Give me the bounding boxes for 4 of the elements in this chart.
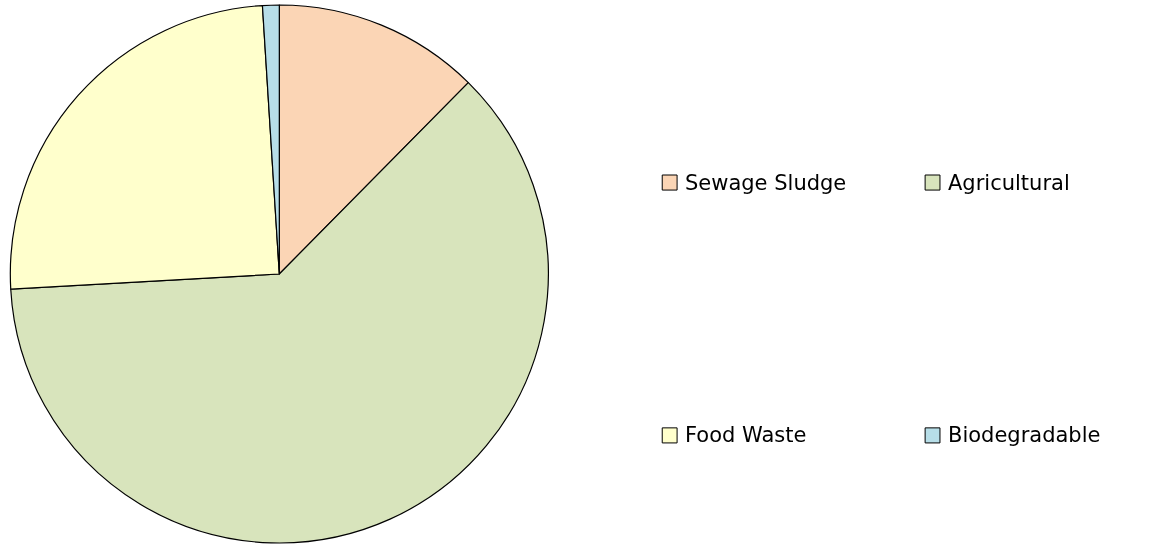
legend-label: Food Waste bbox=[685, 423, 807, 447]
legend-label: Biodegradable bbox=[948, 423, 1101, 447]
legend-label: Agricultural bbox=[948, 171, 1070, 195]
legend-label: Sewage Sludge bbox=[685, 171, 847, 195]
